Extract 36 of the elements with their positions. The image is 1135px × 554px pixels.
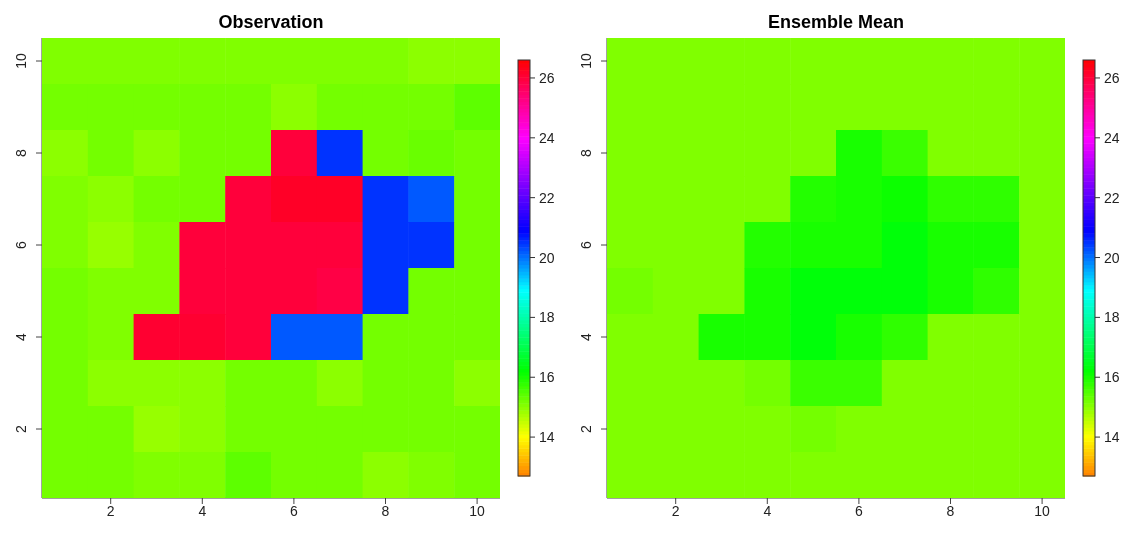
x-tick-label: 10 bbox=[469, 502, 486, 519]
color-bar-label: 24 bbox=[539, 129, 555, 146]
color-bar-label: 14 bbox=[539, 429, 555, 446]
x-tick-label: 6 bbox=[855, 502, 863, 519]
x-tick-label: 8 bbox=[946, 502, 955, 519]
y-tick-label: 2 bbox=[13, 424, 29, 433]
y-tick-label: 2 bbox=[578, 424, 594, 433]
y-tick-label: 8 bbox=[13, 148, 29, 157]
x-tick-label: 4 bbox=[763, 502, 772, 519]
chart-title: Observation bbox=[217, 12, 325, 33]
x-tick-label: 6 bbox=[290, 502, 298, 519]
y-tick-label: 10 bbox=[578, 53, 594, 69]
color-bar-label: 18 bbox=[539, 309, 555, 326]
y-tick-label: 6 bbox=[13, 240, 29, 249]
color-bar-label: 18 bbox=[1104, 309, 1120, 326]
color-bar-label: 24 bbox=[1104, 129, 1120, 146]
color-bar-label: 20 bbox=[1104, 249, 1120, 266]
y-tick-label: 10 bbox=[13, 53, 29, 69]
x-tick-label: 2 bbox=[671, 502, 680, 519]
y-tick-label: 6 bbox=[578, 240, 594, 249]
color-bar-label: 26 bbox=[1104, 69, 1120, 86]
x-tick-label: 10 bbox=[1034, 502, 1051, 519]
chart-title: Ensemble Mean bbox=[766, 12, 905, 33]
color-bar-label: 22 bbox=[1104, 189, 1120, 206]
x-tick-label: 2 bbox=[106, 502, 115, 519]
y-tick-label: 4 bbox=[578, 332, 594, 341]
color-bar-label: 20 bbox=[539, 249, 555, 266]
x-tick-label: 4 bbox=[198, 502, 207, 519]
x-tick-label: 8 bbox=[381, 502, 390, 519]
color-bar-label: 14 bbox=[1104, 429, 1120, 446]
y-tick-label: 4 bbox=[13, 332, 29, 341]
y-tick-label: 8 bbox=[578, 148, 594, 157]
color-bar-label: 16 bbox=[539, 369, 555, 386]
color-bar-label: 16 bbox=[1104, 369, 1120, 386]
color-bar-label: 26 bbox=[539, 69, 555, 86]
color-bar-label: 22 bbox=[539, 189, 555, 206]
